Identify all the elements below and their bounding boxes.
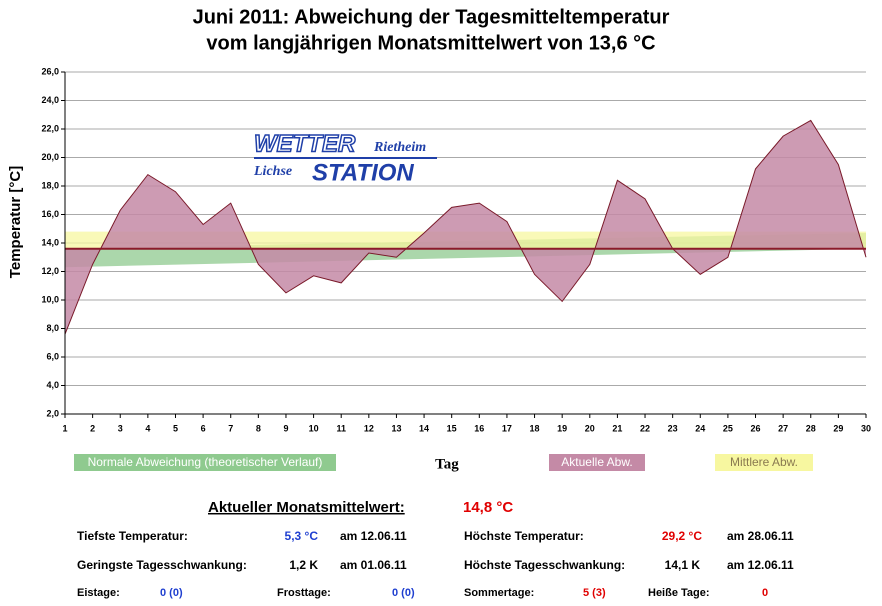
- stat-date: am 01.06.11: [340, 558, 407, 572]
- y-tick-label: 16,0: [41, 209, 59, 219]
- x-tick-label: 20: [585, 423, 595, 433]
- y-tick-label: 6,0: [46, 351, 59, 361]
- x-tick-label: 16: [474, 423, 484, 433]
- x-tick-label: 2: [90, 423, 95, 433]
- x-tick-label: 29: [833, 423, 843, 433]
- stat-date: am 12.06.11: [340, 529, 407, 543]
- x-tick-label: 6: [201, 423, 206, 433]
- stat-value: 5,3 °C: [285, 529, 319, 543]
- chart-title: Juni 2011: Abweichung der Tagesmitteltem…: [193, 6, 670, 28]
- line: [64, 119, 867, 335]
- x-tick-label: 22: [640, 423, 650, 433]
- stat-value: 0 (0): [392, 587, 415, 599]
- y-tick-label: 18,0: [41, 180, 59, 190]
- x-tick-label: 13: [391, 423, 401, 433]
- legend-swatch: [715, 454, 813, 471]
- stat-value: 0 (0): [160, 587, 183, 599]
- stat-value: 0: [762, 587, 768, 599]
- x-axis-label: Tag: [435, 456, 459, 472]
- stat-label: Höchste Tagesschwankung:: [464, 558, 625, 572]
- legend-swatch: [74, 454, 336, 471]
- y-tick-label: 2,0: [46, 408, 59, 418]
- logo-text: Lichse: [253, 164, 292, 179]
- x-tick-label: 11: [336, 423, 346, 433]
- y-axis-label: Temperatur [°C]: [7, 166, 24, 278]
- stat-value: 5 (3): [583, 587, 606, 599]
- x-tick-label: 19: [557, 423, 567, 433]
- x-tick-label: 1: [62, 423, 67, 433]
- stat-label: Sommertage:: [464, 587, 534, 599]
- y-tick-label: 4,0: [46, 380, 59, 390]
- y-tick-label: 24,0: [41, 95, 59, 105]
- x-tick-label: 28: [806, 423, 816, 433]
- logo-text: WETTER: [254, 130, 356, 157]
- x-tick-label: 27: [778, 423, 788, 433]
- x-tick-label: 24: [695, 423, 705, 433]
- x-tick-label: 5: [173, 423, 178, 433]
- logo-text: Rietheim: [373, 140, 426, 155]
- y-tick-label: 14,0: [41, 237, 59, 247]
- stats-mean: 14,8 °C: [463, 499, 513, 516]
- x-tick-label: 3: [118, 423, 123, 433]
- x-tick-label: 23: [668, 423, 678, 433]
- x-tick-label: 12: [364, 423, 374, 433]
- stat-label: Tiefste Temperatur:: [77, 529, 188, 543]
- stats-heading: Aktueller Monatsmittelwert:: [208, 499, 405, 516]
- y-tick-label: 8,0: [46, 323, 59, 333]
- x-tick-label: 4: [145, 423, 150, 433]
- y-tick-label: 10,0: [41, 294, 59, 304]
- x-tick-label: 26: [751, 423, 761, 433]
- chart-title: vom langjährigen Monatsmittelwert von 13…: [206, 32, 655, 54]
- x-tick-label: 30: [861, 423, 871, 433]
- logo: WETTER Rietheim Lichse STATION: [253, 130, 437, 186]
- area: [65, 120, 866, 335]
- y-tick-label: 12,0: [41, 266, 59, 276]
- x-tick-label: 25: [723, 423, 733, 433]
- plot-area: 2,0 4,0 6,0 8,0 10,0 12,0 14,0 16,0 18,0 20,0 22,0…: [41, 66, 871, 433]
- x-tick-label: 7: [228, 423, 233, 433]
- legend-label: Normale Abweichung (theoretischer Verlau…: [88, 455, 323, 469]
- x-tick-label: 17: [502, 423, 512, 433]
- logo-text: STATION: [312, 159, 414, 186]
- y-tick-label: 20,0: [41, 152, 59, 162]
- stat-label: Höchste Temperatur:: [464, 529, 584, 543]
- stat-label: Heiße Tage:: [648, 587, 710, 599]
- legend-swatch: [549, 454, 645, 471]
- x-tick-label: 10: [309, 423, 319, 433]
- x-tick-label: 15: [447, 423, 457, 433]
- x-tick-label: 14: [419, 423, 429, 433]
- x-tick-label: 9: [283, 423, 288, 433]
- stat-label: Eistage:: [77, 587, 120, 599]
- stat-value: 1,2 K: [289, 558, 318, 572]
- x-tick-label: 18: [530, 423, 540, 433]
- stat-date: am 28.06.11: [727, 529, 794, 543]
- legend-label: Aktuelle Abw.: [561, 455, 632, 469]
- stat-label: Frosttage:: [277, 587, 331, 599]
- y-tick-label: 22,0: [41, 123, 59, 133]
- x-tick-label: 8: [256, 423, 261, 433]
- stat-label: Geringste Tagesschwankung:: [77, 558, 247, 572]
- y-tick-label: 26,0: [41, 66, 59, 76]
- stat-value: 29,2 °C: [662, 529, 702, 543]
- stats: Aktueller Monatsmittelwert: 14,8 °C Tief…: [77, 499, 794, 599]
- legend-label: Mittlere Abw.: [730, 455, 798, 469]
- stat-date: am 12.06.11: [727, 558, 794, 572]
- stat-value: 14,1 K: [665, 558, 701, 572]
- x-tick-label: 21: [612, 423, 622, 433]
